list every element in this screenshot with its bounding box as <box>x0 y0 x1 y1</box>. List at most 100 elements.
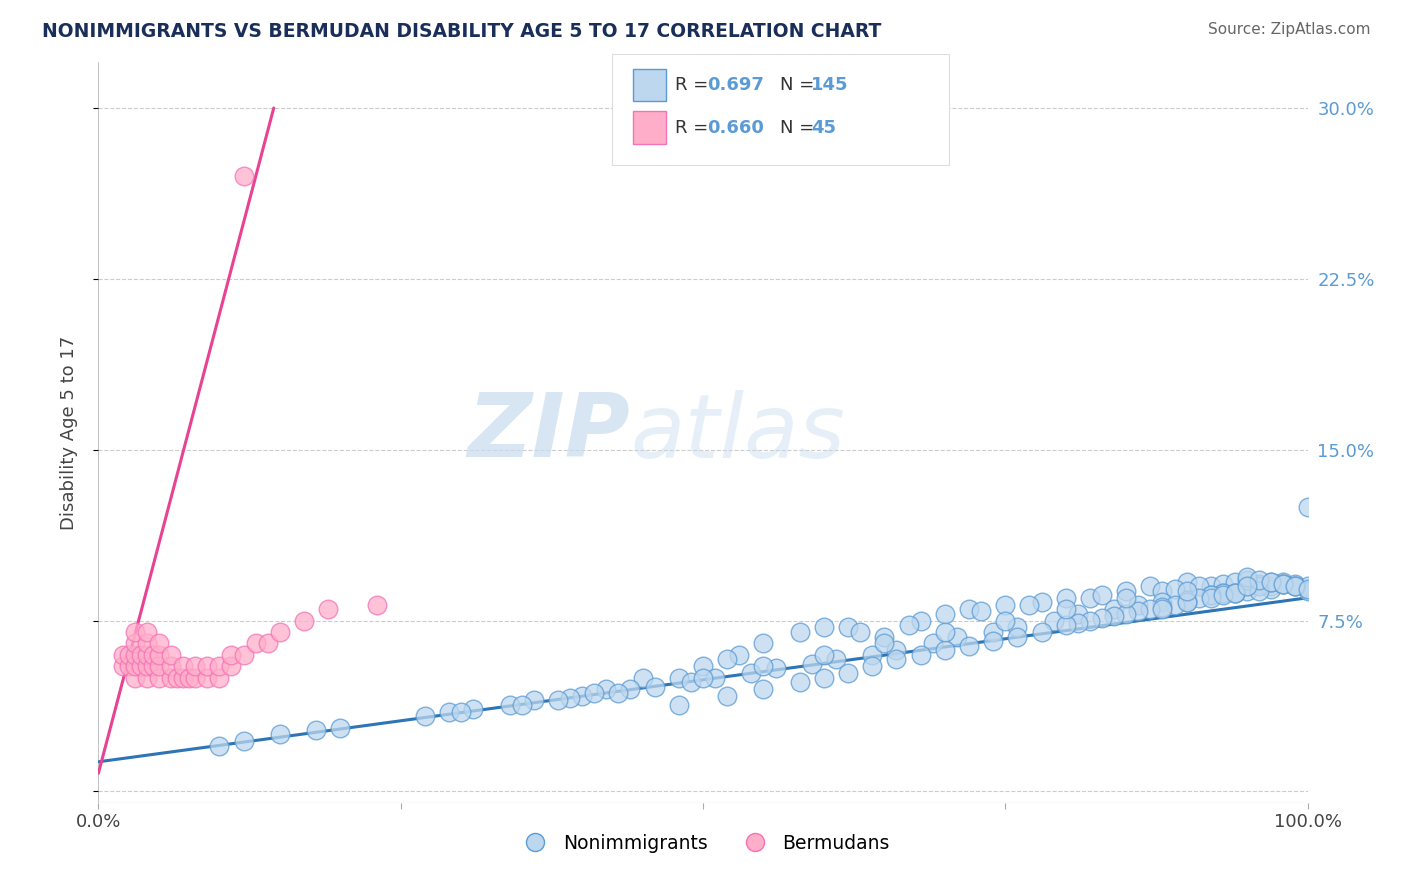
Point <box>135 636 157 650</box>
Point <box>1007 630 1029 644</box>
Text: Source: ZipAtlas.com: Source: ZipAtlas.com <box>1208 22 1371 37</box>
Point <box>1067 607 1090 621</box>
Point <box>232 648 254 662</box>
Point <box>595 681 617 696</box>
Point <box>873 630 896 644</box>
Point <box>366 598 388 612</box>
Point <box>1078 591 1101 605</box>
Point <box>135 624 157 639</box>
Point <box>437 705 460 719</box>
Point <box>124 671 146 685</box>
Point <box>1284 579 1306 593</box>
Point <box>957 639 980 653</box>
Point <box>849 624 872 639</box>
Point <box>1296 582 1319 596</box>
Point <box>716 652 738 666</box>
Point <box>329 721 352 735</box>
Point <box>789 624 811 639</box>
Point <box>1296 500 1319 514</box>
Point <box>135 648 157 662</box>
Point <box>1152 595 1174 609</box>
Point <box>728 648 751 662</box>
Point <box>124 624 146 639</box>
Point <box>571 689 593 703</box>
Point <box>269 727 291 741</box>
Point <box>752 636 775 650</box>
Point <box>1272 577 1295 591</box>
Point <box>1175 595 1198 609</box>
Point <box>111 659 134 673</box>
Point <box>1102 602 1125 616</box>
Text: ZIP: ZIP <box>468 389 630 476</box>
Point <box>1042 614 1064 628</box>
Point <box>1284 579 1306 593</box>
Point <box>994 598 1017 612</box>
Point <box>1249 583 1271 598</box>
Point <box>1128 604 1150 618</box>
Point <box>129 659 152 673</box>
Point <box>195 671 218 685</box>
Point <box>1212 589 1234 603</box>
Text: NONIMMIGRANTS VS BERMUDAN DISABILITY AGE 5 TO 17 CORRELATION CHART: NONIMMIGRANTS VS BERMUDAN DISABILITY AGE… <box>42 22 882 41</box>
Point <box>208 659 231 673</box>
Point <box>1152 583 1174 598</box>
Point <box>184 671 207 685</box>
Point <box>583 686 606 700</box>
Point <box>1067 615 1090 630</box>
Point <box>1175 595 1198 609</box>
Point <box>1223 586 1246 600</box>
Point <box>1199 589 1222 603</box>
Point <box>269 624 291 639</box>
Text: R =: R = <box>675 119 714 136</box>
Point <box>1223 586 1246 600</box>
Point <box>886 643 908 657</box>
Point <box>124 659 146 673</box>
Point <box>184 659 207 673</box>
Point <box>957 602 980 616</box>
Point <box>547 693 569 707</box>
Point <box>1212 586 1234 600</box>
Point <box>160 671 183 685</box>
Point <box>142 659 165 673</box>
Point <box>1296 579 1319 593</box>
Text: 0.697: 0.697 <box>707 76 763 94</box>
Point <box>148 648 170 662</box>
Point <box>752 659 775 673</box>
Point <box>970 604 993 618</box>
Point <box>1296 583 1319 598</box>
Point <box>765 661 787 675</box>
Point <box>172 659 194 673</box>
Text: R =: R = <box>675 76 714 94</box>
Point <box>981 624 1004 639</box>
Point <box>860 648 883 662</box>
Point <box>558 691 581 706</box>
Point <box>129 648 152 662</box>
Point <box>523 693 546 707</box>
Point <box>1284 577 1306 591</box>
Point <box>886 652 908 666</box>
Point <box>1199 589 1222 603</box>
Point <box>813 671 835 685</box>
Point <box>1260 574 1282 589</box>
Point <box>1236 570 1258 584</box>
Point <box>934 643 956 657</box>
Text: N =: N = <box>780 119 827 136</box>
Text: 45: 45 <box>811 119 837 136</box>
Point <box>1091 589 1114 603</box>
Point <box>1054 602 1077 616</box>
Point <box>1175 583 1198 598</box>
Point <box>135 671 157 685</box>
Point <box>1249 579 1271 593</box>
Point <box>1115 591 1137 605</box>
Point <box>1260 582 1282 596</box>
Text: 0.660: 0.660 <box>707 119 763 136</box>
Point <box>1199 591 1222 605</box>
Point <box>450 705 472 719</box>
Point <box>1260 574 1282 589</box>
Point <box>1115 607 1137 621</box>
Point <box>1152 599 1174 614</box>
Point <box>910 614 932 628</box>
Point <box>1249 577 1271 591</box>
Point <box>607 686 630 700</box>
Point <box>1272 577 1295 591</box>
